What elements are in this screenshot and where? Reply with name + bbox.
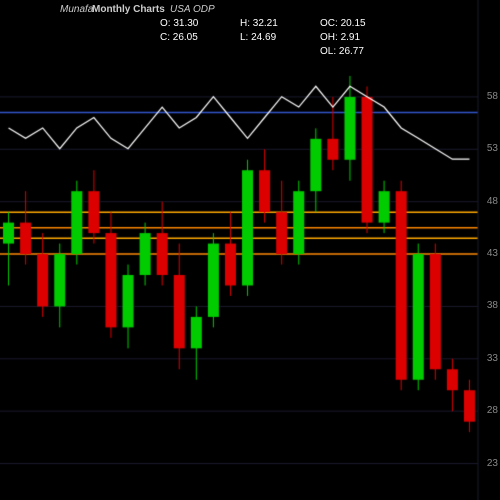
l-label: L: <box>240 32 248 43</box>
ohlc-h: H: 32.21 <box>240 18 278 29</box>
ol-value: 26.77 <box>339 46 364 57</box>
y-tick-label: 23 <box>487 458 498 469</box>
o-label: O: <box>160 18 171 29</box>
y-tick-label: 43 <box>487 248 498 259</box>
chart-title-left: Munafa <box>60 4 93 15</box>
o-value: 31.30 <box>173 18 198 29</box>
y-tick-label: 28 <box>487 405 498 416</box>
l-value: 24.69 <box>251 32 276 43</box>
ohlc-o: O: 31.30 <box>160 18 198 29</box>
y-tick-label: 38 <box>487 300 498 311</box>
ohlc-ol: OL: 26.77 <box>320 46 364 57</box>
h-value: 32.21 <box>253 18 278 29</box>
ohlc-oh: OH: 2.91 <box>320 32 360 43</box>
ohlc-c: C: 26.05 <box>160 32 198 43</box>
oh-label: OH: <box>320 32 338 43</box>
ohlc-l: L: 24.69 <box>240 32 276 43</box>
y-tick-label: 48 <box>487 196 498 207</box>
chart-title-right: USA ODP <box>170 4 215 15</box>
chart-canvas <box>0 0 500 500</box>
oc-value: 20.15 <box>341 18 366 29</box>
chart-title-mid: Monthly Charts <box>92 4 165 15</box>
h-label: H: <box>240 18 250 29</box>
ohlc-oc: OC: 20.15 <box>320 18 366 29</box>
oc-label: OC: <box>320 18 338 29</box>
y-tick-label: 58 <box>487 91 498 102</box>
c-value: 26.05 <box>173 32 198 43</box>
y-tick-label: 53 <box>487 143 498 154</box>
y-tick-label: 33 <box>487 353 498 364</box>
c-label: C: <box>160 32 170 43</box>
oh-value: 2.91 <box>341 32 360 43</box>
candlestick-chart: Munafa Monthly Charts USA ODP O: 31.30 C… <box>0 0 500 500</box>
ol-label: OL: <box>320 46 336 57</box>
